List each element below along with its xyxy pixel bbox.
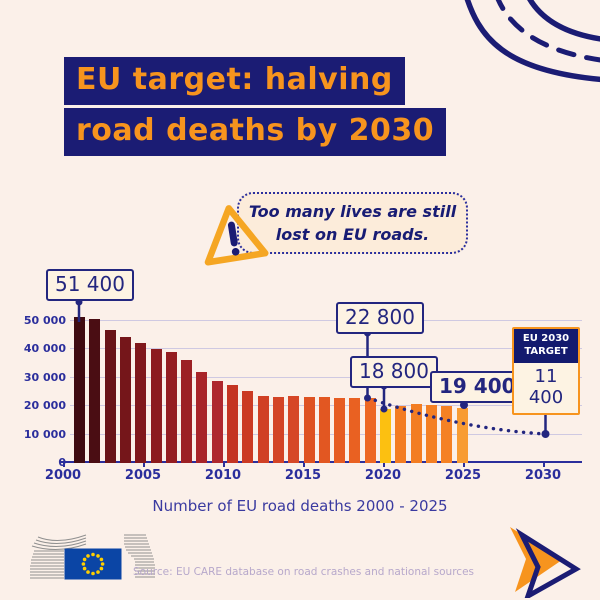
trend-dotted-line <box>366 396 548 436</box>
bar-2018 <box>349 398 361 463</box>
x-tick-mark <box>303 463 305 467</box>
bar-2021 <box>395 406 407 463</box>
x-tick-label: 2015 <box>284 468 322 483</box>
bar-2014 <box>288 396 300 463</box>
bar-2006 <box>165 352 177 463</box>
bar-2000 <box>74 316 85 463</box>
x-tick-label: 2000 <box>44 468 82 483</box>
bar-2013 <box>272 396 284 463</box>
bar-2010 <box>227 384 238 463</box>
y-tick-label: 30 000 <box>23 370 66 384</box>
bar-2002 <box>104 329 116 463</box>
x-tick-label: 2020 <box>364 468 402 483</box>
bar-2020 <box>380 409 391 463</box>
gridline-50000 <box>70 319 582 321</box>
bar-2004 <box>135 343 147 463</box>
y-tick-label: 50 000 <box>23 313 66 327</box>
y-tick-label: 10 000 <box>23 427 66 441</box>
bar-2015 <box>303 396 315 463</box>
target-dot-2030 <box>541 430 550 438</box>
road-doodle-icon <box>464 0 600 82</box>
bar-2011 <box>242 391 254 463</box>
source-text: Source: EU CARE database on road crashes… <box>133 566 474 578</box>
x-tick-label: 2005 <box>124 468 162 483</box>
x-tick-label: 2030 <box>524 468 562 483</box>
title-line-1: EU target: halving <box>64 57 405 105</box>
x-tick-mark <box>543 463 545 467</box>
bar-2008 <box>196 372 208 463</box>
european-commission-logo <box>30 534 155 580</box>
bar-2017 <box>334 397 346 463</box>
x-tick-label: 2010 <box>204 468 242 483</box>
bar-2023 <box>425 404 437 463</box>
y-tick-label: 20 000 <box>23 399 66 412</box>
eu-flag-stars <box>81 552 105 576</box>
next-arrow-icon[interactable] <box>502 522 594 598</box>
bar-2019 <box>364 398 376 463</box>
next-arrow-outline <box>515 528 581 598</box>
callout-bubble: Too many lives are still lost on EU road… <box>237 192 468 254</box>
x-tick-label: 2025 <box>444 468 482 483</box>
callout-box-2025: 19 400 <box>430 371 525 403</box>
gridline-30000 <box>70 376 582 378</box>
bar-2022 <box>410 404 422 463</box>
gridline-40000 <box>70 348 582 349</box>
x-tick-mark <box>143 463 145 467</box>
y-tick-label: 0 <box>6 456 66 469</box>
bar-2024 <box>441 406 453 463</box>
bubble-text-line-2: lost on EU roads. <box>275 225 430 244</box>
x-tick-mark <box>463 463 465 467</box>
bubble-text-line-1: Too many lives are still <box>248 201 457 221</box>
bar-2007 <box>181 359 193 463</box>
data-dot-2025 <box>460 401 468 409</box>
x-tick-mark <box>383 463 385 467</box>
warning-icon <box>204 205 269 266</box>
data-dot-2019 <box>364 394 371 402</box>
callout-box-2000: 51 400 <box>46 269 134 301</box>
bar-2003 <box>119 336 131 463</box>
title-line-2: road deaths by 2030 <box>64 108 447 156</box>
data-dot-2020 <box>380 405 388 413</box>
y-tick-label: 40 000 <box>23 342 66 355</box>
target-box-header: EU 2030 TARGET <box>514 329 578 363</box>
x-tick-mark <box>63 463 65 467</box>
callout-box-2020: 18 800 <box>350 356 438 388</box>
chart-caption: Number of EU road deaths 2000 - 2025 <box>152 497 448 515</box>
page-title: EU target: halving road deaths by 2030 <box>64 57 447 159</box>
bar-2016 <box>318 397 330 463</box>
bar-2005 <box>150 349 162 463</box>
bar-2012 <box>257 396 269 463</box>
bar-2025 <box>456 407 468 463</box>
bar-2001 <box>89 319 101 463</box>
callout-box-2019: 22 800 <box>336 302 424 334</box>
target-box-value: 11 400 <box>528 366 564 408</box>
bar-2009 <box>211 381 223 463</box>
callout-box-eu-2030-target: EU 2030 TARGET 11 400 <box>512 327 580 415</box>
x-tick-mark <box>223 463 225 467</box>
